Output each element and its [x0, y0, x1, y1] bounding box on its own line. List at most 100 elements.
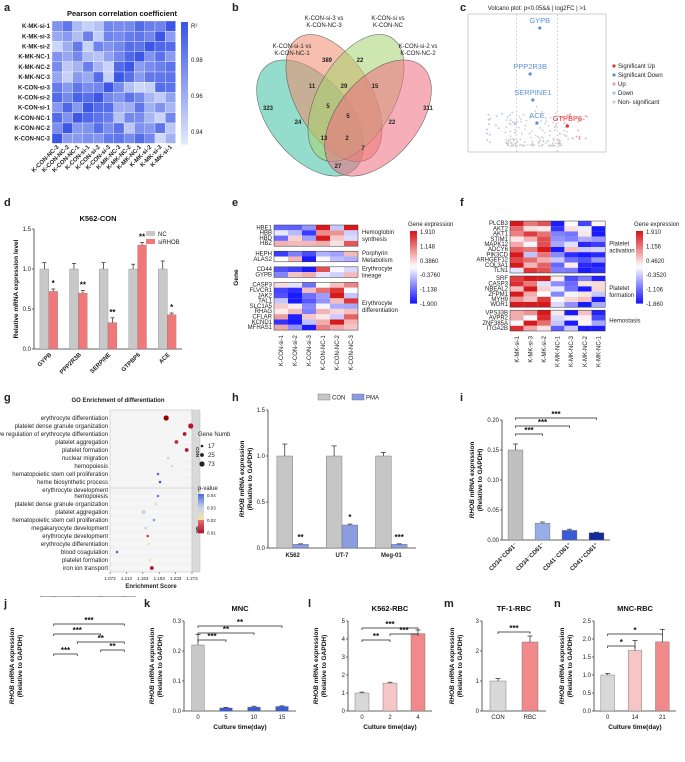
cell-value: ·	[139, 75, 140, 79]
heat-cell	[537, 286, 551, 292]
group-label-0-1: activation	[609, 249, 634, 255]
gene-label: ZNF385A	[482, 321, 508, 327]
cell-value: ·	[108, 34, 109, 38]
cell-value: ·	[139, 106, 140, 110]
panel-c-volcano: Volcano plot: p<0.05&& | log2FC | >1 GYPB…	[467, 6, 663, 153]
panel-j-bar: RHOB mRNA expression(Relative to GAPDH) 0…	[9, 596, 136, 704]
x-tick-label: 5	[224, 715, 228, 721]
dot-1-8	[148, 558, 152, 562]
point-ns	[566, 130, 568, 133]
group-label-2-1: lineage	[362, 274, 382, 280]
cell-value: ·	[139, 45, 140, 49]
group-label-0-1: synthesis	[362, 237, 387, 243]
heat-cell	[316, 298, 330, 304]
term-label: hemopoiesis	[74, 464, 108, 470]
color-legend-step	[198, 510, 204, 513]
heat-cell	[537, 281, 551, 287]
point-ns	[511, 121, 514, 123]
point-down	[486, 128, 488, 131]
sig-label-2: **	[237, 618, 244, 627]
heat-cell	[578, 281, 592, 287]
heat-cell	[591, 325, 606, 331]
color-legend-step	[198, 509, 204, 512]
color-legend-step	[198, 516, 204, 518]
heat-cell	[564, 252, 578, 258]
gene-label: GYPB	[255, 272, 272, 278]
heat-cell	[578, 226, 592, 232]
venn-set-label-b-2: K-CON-NC	[373, 23, 404, 29]
point-down	[509, 114, 512, 116]
heat-cell	[274, 272, 288, 278]
x-tick-label: GYPB	[37, 352, 54, 369]
cell-value: ·	[108, 126, 109, 130]
col-label: K-CON-si-3	[307, 334, 313, 366]
heat-cell	[564, 247, 578, 253]
y-tick-label: 3	[342, 655, 346, 661]
heat-cell	[550, 221, 565, 227]
point-SERPINE1	[531, 98, 535, 102]
heat-cell	[564, 257, 578, 263]
i-ylabel2: (Relative to GAPDH)	[477, 449, 484, 511]
point-up	[558, 142, 561, 145]
j-ylabel2: (Relative to GAPDH)	[17, 635, 24, 697]
legend-step	[410, 232, 417, 236]
bar-PMA-1	[341, 524, 358, 549]
legend-step	[636, 259, 643, 263]
cell-value: ·	[118, 24, 119, 28]
color-legend-step	[198, 523, 204, 526]
point-down	[505, 142, 508, 144]
cell-value: ·	[139, 126, 140, 130]
heat-cell	[302, 319, 316, 325]
point-down	[489, 117, 492, 120]
dot-0-6	[171, 464, 174, 468]
legend-label-1: siRHOB	[158, 240, 180, 246]
point-ns	[565, 135, 568, 137]
point-up	[563, 122, 566, 125]
point-up	[584, 115, 587, 118]
cell-value: ·	[108, 45, 109, 49]
col-label: K-CON-NC-3	[349, 334, 355, 370]
legend-step	[410, 295, 417, 299]
legend-step	[181, 66, 188, 72]
heat-cell	[591, 247, 606, 253]
legend-step	[636, 274, 643, 277]
color-legend-step	[198, 531, 204, 534]
legend-step	[410, 286, 417, 290]
point-ns	[512, 144, 515, 147]
row-label: K-CON-NC-1	[14, 116, 50, 122]
heat-cell	[288, 298, 302, 304]
heat-cell	[523, 291, 538, 297]
legend-step	[410, 249, 417, 252]
heat-cell	[578, 320, 592, 326]
heat-cell	[537, 310, 551, 316]
heat-cell	[550, 276, 565, 282]
n-ylabel: RHOB mRNA expression	[559, 628, 566, 705]
venn-count-11: 2	[345, 136, 349, 142]
heat-cell	[591, 226, 606, 232]
size-legend-dot-0	[200, 444, 204, 448]
group-frame-3	[273, 282, 359, 331]
point-ns	[516, 144, 518, 147]
size-legend-title: Gene Number	[198, 432, 230, 438]
gene-label-GTPBP6: GTPBP6	[553, 114, 583, 123]
sig-bracket-2	[515, 417, 597, 420]
heat-cell	[550, 257, 565, 263]
legend-step	[410, 294, 417, 297]
gene-label: MAPK12	[484, 242, 508, 248]
heat-cell	[165, 133, 176, 144]
cell-value: ·	[129, 116, 130, 120]
color-legend-step	[198, 494, 204, 496]
gene-label: CASP3	[488, 281, 508, 287]
panel-i-bar: RHOB mRNA expression (Relative to GAPDH)0…	[469, 410, 610, 573]
legend-step	[636, 232, 643, 236]
heat-cell	[316, 324, 330, 331]
cell-value: ·	[139, 55, 140, 59]
cell-value: ·	[88, 85, 89, 89]
color-legend-step	[198, 530, 204, 532]
point-ns	[548, 134, 551, 137]
facet-label-0: CON	[195, 447, 200, 457]
heat-cell	[523, 276, 538, 282]
x-tick-label: CD41⁻CD61⁺	[542, 541, 573, 572]
legend-tick: 1.910	[646, 230, 662, 236]
point-ns	[524, 124, 527, 127]
